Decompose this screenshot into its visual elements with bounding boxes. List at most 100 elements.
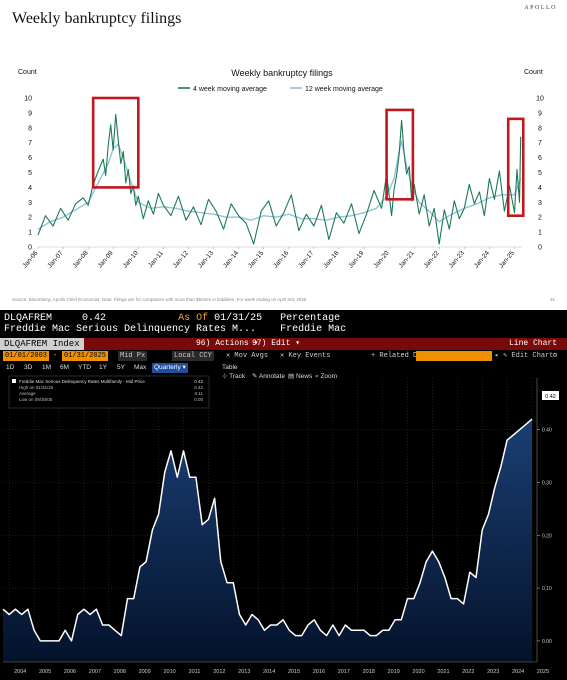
y-tick-label: 0.00 — [542, 639, 552, 645]
x-tick-label: Jan-07 — [46, 249, 64, 269]
x-tick-label: Jan-14 — [222, 249, 240, 269]
period-1m[interactable]: 1M — [42, 364, 52, 371]
table-toggle[interactable]: Table — [222, 364, 238, 371]
track-icon: ⊹ — [222, 373, 230, 380]
index-field[interactable]: DLQAFREM Index — [0, 338, 84, 350]
delinquency-chart: 0.00 0.10 0.20 0.30 0.40 2004 2005 2006 2007 2008… — [2, 375, 559, 675]
x-tick-label: 2020 — [412, 669, 424, 675]
legend-box — [8, 375, 210, 409]
y-tick-left: 2 — [28, 215, 32, 222]
x-tick-label: 2007 — [89, 669, 101, 675]
y-tick-right: 5 — [538, 170, 542, 177]
x-tick-label: Jan-22 — [423, 249, 441, 269]
price-field-select[interactable]: Mid Px — [118, 351, 148, 361]
chart-title: Weekly bankruptcy filings — [231, 68, 333, 78]
security-source: Freddie Mac — [280, 324, 347, 335]
y-tick-left: 1 — [28, 230, 32, 237]
x-tick-label: 2009 — [139, 669, 151, 675]
y-tick-left: 0 — [28, 245, 32, 252]
x-tick-label: 2008 — [114, 669, 126, 675]
y-tick-right: 8 — [538, 125, 542, 132]
frequency-select[interactable]: Quarterly ▾ — [152, 363, 188, 373]
y-tick-left: 9 — [28, 110, 32, 117]
source-note: Source: Bloomberg, Apollo Chief Economis… — [12, 297, 307, 302]
y-axis-label-left: Count — [18, 69, 37, 76]
x-tick-label: 2019 — [388, 669, 400, 675]
x-tick-label: 2006 — [64, 669, 76, 675]
annotate-tool[interactable]: ✎ Annotate — [252, 372, 285, 382]
zoom-label: Zoom — [320, 373, 338, 380]
period-3d[interactable]: 3D — [24, 364, 33, 371]
last-value-box — [542, 391, 559, 400]
start-date-field[interactable]: 01/01/2003 — [3, 351, 50, 361]
x-tick-label: Jan-25 — [498, 249, 516, 269]
x-tick-label: Jan-06 — [21, 249, 39, 269]
x-tick-label: Jan-21 — [398, 249, 416, 269]
series-line-4wk — [37, 113, 522, 245]
period-6m[interactable]: 6M — [60, 364, 70, 371]
x-tick-label: Jan-17 — [297, 249, 315, 269]
legend-low-value: 0.00 — [194, 397, 203, 402]
key-events-toggle[interactable]: ✕ Key Events — [280, 351, 330, 361]
x-tick-label: 2017 — [338, 669, 350, 675]
end-date-field[interactable]: 01/31/2025 — [62, 351, 109, 361]
zoom-tool[interactable]: ⌕ Zoom — [315, 372, 337, 382]
period-max[interactable]: Max — [134, 364, 147, 371]
x-tick-label: Jan-20 — [372, 249, 390, 269]
period-1y[interactable]: 1Y — [99, 364, 107, 371]
y-tick-right: 1 — [538, 230, 542, 237]
series-line — [2, 418, 533, 642]
actions-menu[interactable]: 96) Actions ▾ — [196, 339, 259, 348]
x-tick-label: 2025 — [537, 669, 549, 675]
y-tick-label: 0.20 — [542, 533, 552, 539]
legend-average-value: 0.11 — [195, 391, 204, 396]
period-5y[interactable]: 5Y — [117, 364, 125, 371]
period-ytd[interactable]: YTD — [78, 364, 91, 371]
x-tick-label: Jan-19 — [347, 249, 365, 269]
y-tick-left: 3 — [28, 200, 32, 207]
last-value-text: 0.42 — [545, 394, 556, 400]
header-row-1: DLQAFREM 0.42 As Of 01/31/25 Percentage — [4, 313, 340, 324]
track-tool[interactable]: ⊹ Track — [222, 372, 245, 382]
x-tick-label: Jan-13 — [197, 249, 215, 269]
x-tick-label: 2013 — [238, 669, 250, 675]
y-tick-right: 6 — [538, 155, 542, 162]
last-value-tag: 0.42 — [542, 391, 559, 400]
top-series — [37, 113, 522, 245]
x-tick-label: Jan-15 — [247, 249, 265, 269]
currency-select[interactable]: Local CCY — [172, 351, 214, 361]
x-tick-label: Jan-10 — [122, 249, 140, 269]
x-tick-label: 2005 — [39, 669, 51, 675]
x-tick-label: Jan-11 — [147, 250, 165, 270]
news-tool[interactable]: ▤ News — [288, 372, 312, 382]
legend-high-value: 0.42 — [194, 385, 203, 390]
edit-menu[interactable]: 97) Edit ▾ — [252, 339, 301, 348]
legend-label-12wk: 12 week moving average — [305, 86, 383, 93]
ticker-symbol: DLQAFREM — [4, 313, 53, 324]
gear-icon[interactable]: ⚙ — [553, 352, 558, 360]
pencil-icon: ✎ — [503, 352, 512, 360]
x-tick-label: 2010 — [163, 669, 175, 675]
edit-chart-button[interactable]: ✎ Edit Chart — [503, 351, 553, 361]
series-area — [3, 419, 532, 662]
legend-average-label: Average — [19, 391, 36, 396]
y-tick-right: 3 — [538, 200, 542, 207]
mov-avgs-toggle[interactable]: ✕ Mov Avgs — [226, 351, 268, 361]
x-tick-label: Jan-18 — [322, 249, 340, 269]
legend-series-label: Freddie Mac Serious Delinquency Rates Mu… — [19, 379, 145, 384]
x-tick-label: 2021 — [437, 669, 449, 675]
y-tick-left: 6 — [28, 155, 32, 162]
header-row-2: Freddie Mac Serious Delinquency Rates M.… — [4, 324, 346, 335]
period-1d[interactable]: 1D — [6, 364, 15, 371]
bloomberg-terminal-panel: 0.00 0.10 0.20 0.30 0.40 2004 2005 2006 2007 2008… — [0, 310, 567, 680]
y-tick-right: 0 — [538, 245, 542, 252]
as-of-date: 01/31/25 — [214, 313, 263, 324]
x-tick-label: 2018 — [363, 669, 375, 675]
related-data-input[interactable] — [416, 351, 492, 361]
x-tick-label: 2024 — [512, 669, 524, 675]
x-tick-label: 2023 — [487, 669, 499, 675]
chevron-down-icon: ▾ — [182, 364, 186, 371]
related-data-button[interactable]: + Related Dat — [371, 352, 426, 360]
caret-icon[interactable]: ◂ — [494, 352, 499, 360]
top-axes: 0 0 1 1 2 2 3 3 4 4 5 5 6 6 7 7 8 8 9 9 10 10 Jan-06 Jan-07 Jan-… — [21, 96, 544, 270]
